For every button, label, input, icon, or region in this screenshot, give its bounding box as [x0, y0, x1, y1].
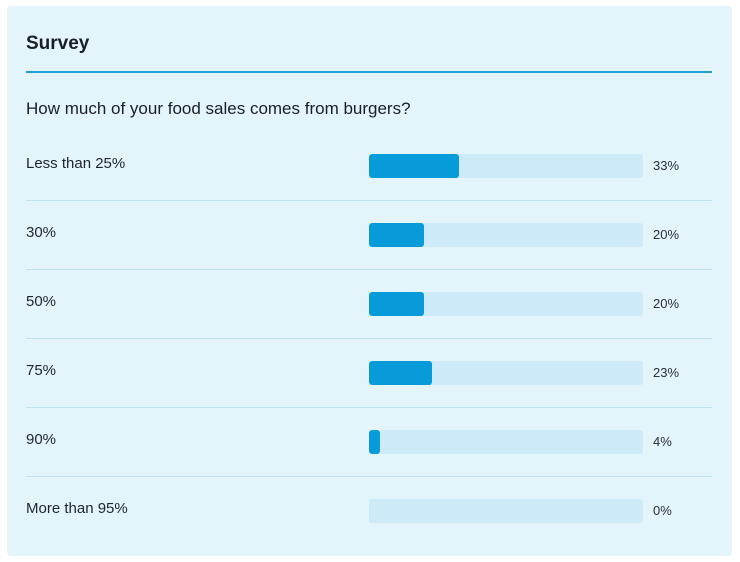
- survey-title: Survey: [26, 33, 90, 54]
- result-percent: 20%: [653, 296, 680, 311]
- result-bar-track: [369, 499, 643, 523]
- survey-option[interactable]: 90% 4%: [26, 408, 712, 477]
- result-bar-track: [369, 361, 643, 385]
- option-label: 30%: [26, 224, 57, 241]
- survey-option[interactable]: 75% 23%: [26, 339, 712, 408]
- result-bar-fill: [369, 292, 424, 316]
- result-bar-track: [369, 430, 643, 454]
- option-label: Less than 25%: [26, 155, 126, 172]
- result-bar-fill: [369, 154, 460, 178]
- result-bar-fill: [369, 430, 380, 454]
- survey-option[interactable]: 50% 20%: [26, 270, 712, 339]
- result-percent: 20%: [653, 227, 680, 242]
- result-bar-fill: [369, 223, 424, 247]
- survey-options: Less than 25% 33% 30% 20% 50% 20% 75%: [26, 132, 712, 545]
- option-label: 50%: [26, 293, 57, 310]
- title-divider: [26, 71, 712, 73]
- result-bar-track: [369, 292, 643, 316]
- result-bar-fill: [369, 361, 433, 385]
- survey-option[interactable]: More than 95% 0%: [26, 477, 712, 545]
- survey-card: Survey How much of your food sales comes…: [7, 6, 732, 556]
- result-percent: 0%: [653, 503, 672, 518]
- option-label: More than 95%: [26, 500, 128, 517]
- option-label: 90%: [26, 431, 57, 448]
- result-bar-track: [369, 154, 643, 178]
- survey-question: How much of your food sales comes from b…: [26, 99, 411, 118]
- result-percent: 23%: [653, 365, 680, 380]
- survey-option[interactable]: 30% 20%: [26, 201, 712, 270]
- option-label: 75%: [26, 362, 57, 379]
- result-bar-track: [369, 223, 643, 247]
- survey-option[interactable]: Less than 25% 33%: [26, 132, 712, 201]
- result-percent: 33%: [653, 158, 680, 173]
- result-percent: 4%: [653, 434, 672, 449]
